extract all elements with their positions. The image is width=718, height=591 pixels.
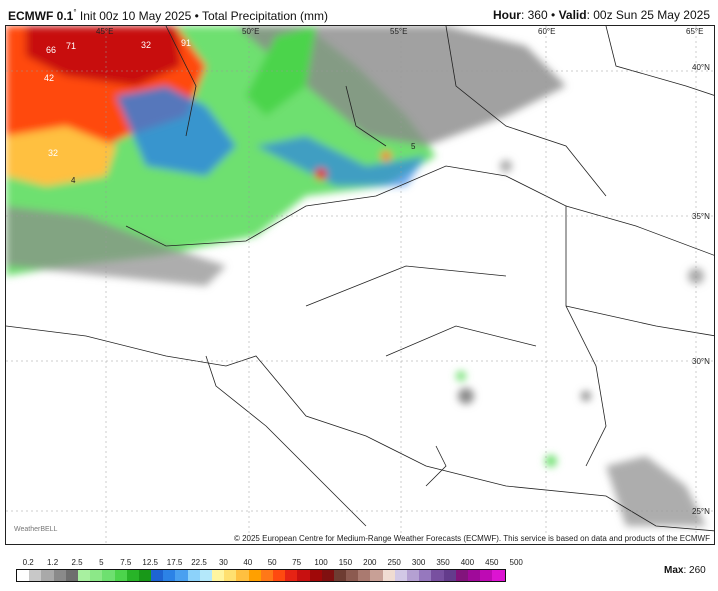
point-value: 32 <box>141 40 151 50</box>
colorbar-label: 100 <box>314 558 328 567</box>
point-value: 66 <box>46 45 56 55</box>
colorbar-swatch <box>309 570 322 581</box>
colorbar-swatch <box>394 570 407 581</box>
colorbar-swatch <box>346 570 359 581</box>
lat-label: 35°N <box>692 212 710 221</box>
colorbar-swatch <box>224 570 237 581</box>
colorbar-label: 40 <box>243 558 253 567</box>
colorbar-label: 7.5 <box>120 558 132 567</box>
colorbar-swatch <box>443 570 456 581</box>
colorbar-label: 0.2 <box>22 558 34 567</box>
lon-label: 55°E <box>390 27 407 36</box>
lon-label: 65°E <box>686 27 703 36</box>
colorbar-label: 5 <box>99 558 104 567</box>
max-value: Max: 260 <box>664 565 706 576</box>
point-value: 5 <box>411 142 416 151</box>
colorbar-swatch <box>431 570 444 581</box>
lat-label: 25°N <box>692 507 710 516</box>
lon-label: 50°E <box>242 27 259 36</box>
colorbar-swatch <box>260 570 273 581</box>
colorbar-swatch <box>272 570 286 581</box>
colorbar-label: 200 <box>363 558 377 567</box>
colorbar-label: 22.5 <box>191 558 207 567</box>
colorbar-swatch <box>297 570 310 581</box>
borders <box>6 26 714 532</box>
colorbar-swatch <box>90 570 103 581</box>
colorbar-swatch <box>455 570 468 581</box>
colorbar-swatch <box>199 570 212 581</box>
point-value: 91 <box>181 38 191 48</box>
colorbar-swatch <box>17 570 30 581</box>
colorbar <box>16 569 506 582</box>
colorbar-swatch <box>175 570 188 581</box>
colorbar-swatch <box>53 570 66 581</box>
point-value: 71 <box>66 41 76 51</box>
colorbar-label: 75 <box>292 558 302 567</box>
colorbar-label: 250 <box>387 558 401 567</box>
colorbar-swatch <box>102 570 115 581</box>
colorbar-label: 300 <box>411 558 426 567</box>
colorbar-swatch <box>358 570 371 581</box>
colorbar-swatch <box>492 570 505 581</box>
title: ECMWF 0.1° Init 00z 10 May 2025 • Total … <box>8 8 329 23</box>
colorbar-label: 500 <box>509 558 523 567</box>
colorbar-swatch <box>480 570 493 581</box>
colorbar-label: 2.5 <box>71 558 83 567</box>
colorbar-swatch <box>65 570 78 581</box>
precip-field <box>6 26 706 526</box>
precipitation-map: 45°E 50°E 55°E 60°E 65°E 40°N 35°N 30°N … <box>5 25 715 545</box>
colorbar-label: 1.2 <box>47 558 59 567</box>
colorbar-label: 350 <box>436 558 450 567</box>
colorbar-swatch <box>285 570 298 581</box>
colorbar-label: 150 <box>338 558 353 567</box>
lat-label: 40°N <box>692 63 710 72</box>
colorbar-swatch <box>467 570 481 581</box>
lon-label: 60°E <box>538 27 555 36</box>
colorbar-swatch <box>248 570 261 581</box>
colorbar-label: 12.5 <box>142 558 158 567</box>
colorbar-swatch <box>370 570 383 581</box>
colorbar-label: 450 <box>485 558 499 567</box>
point-value: 4 <box>71 176 76 185</box>
colorbar-label: 50 <box>267 558 277 567</box>
colorbar-swatch <box>151 570 164 581</box>
colorbar-swatch <box>114 570 127 581</box>
point-value: 32 <box>48 148 58 158</box>
colorbar-swatch <box>321 570 334 581</box>
colorbar-swatch <box>163 570 176 581</box>
colorbar-label: 30 <box>218 558 228 567</box>
colorbar-swatch <box>41 570 54 581</box>
copyright-credit: © 2025 European Centre for Medium-Range … <box>231 534 712 544</box>
colorbar-label: 400 <box>460 558 475 567</box>
valid-time: Hour: 360 • Valid: 00z Sun 25 May 2025 <box>492 8 710 22</box>
colorbar-label: 17.5 <box>166 558 183 567</box>
colorbar-swatch <box>187 570 200 581</box>
colorbar-swatch <box>77 570 91 581</box>
colorbar-swatch <box>419 570 432 581</box>
colorbar-swatch <box>29 570 42 581</box>
colorbar-swatch <box>126 570 139 581</box>
colorbar-swatch <box>212 570 225 581</box>
lon-label: 45°E <box>96 27 113 36</box>
colorbar-swatch <box>333 570 347 581</box>
colorbar-swatch <box>407 570 420 581</box>
colorbar-swatch <box>138 570 152 581</box>
point-value: 42 <box>44 73 54 83</box>
colorbar-swatch <box>382 570 395 581</box>
lat-label: 30°N <box>692 357 710 366</box>
colorbar-swatch <box>236 570 249 581</box>
weatherbell-logo: WeatherBELL <box>14 526 58 533</box>
